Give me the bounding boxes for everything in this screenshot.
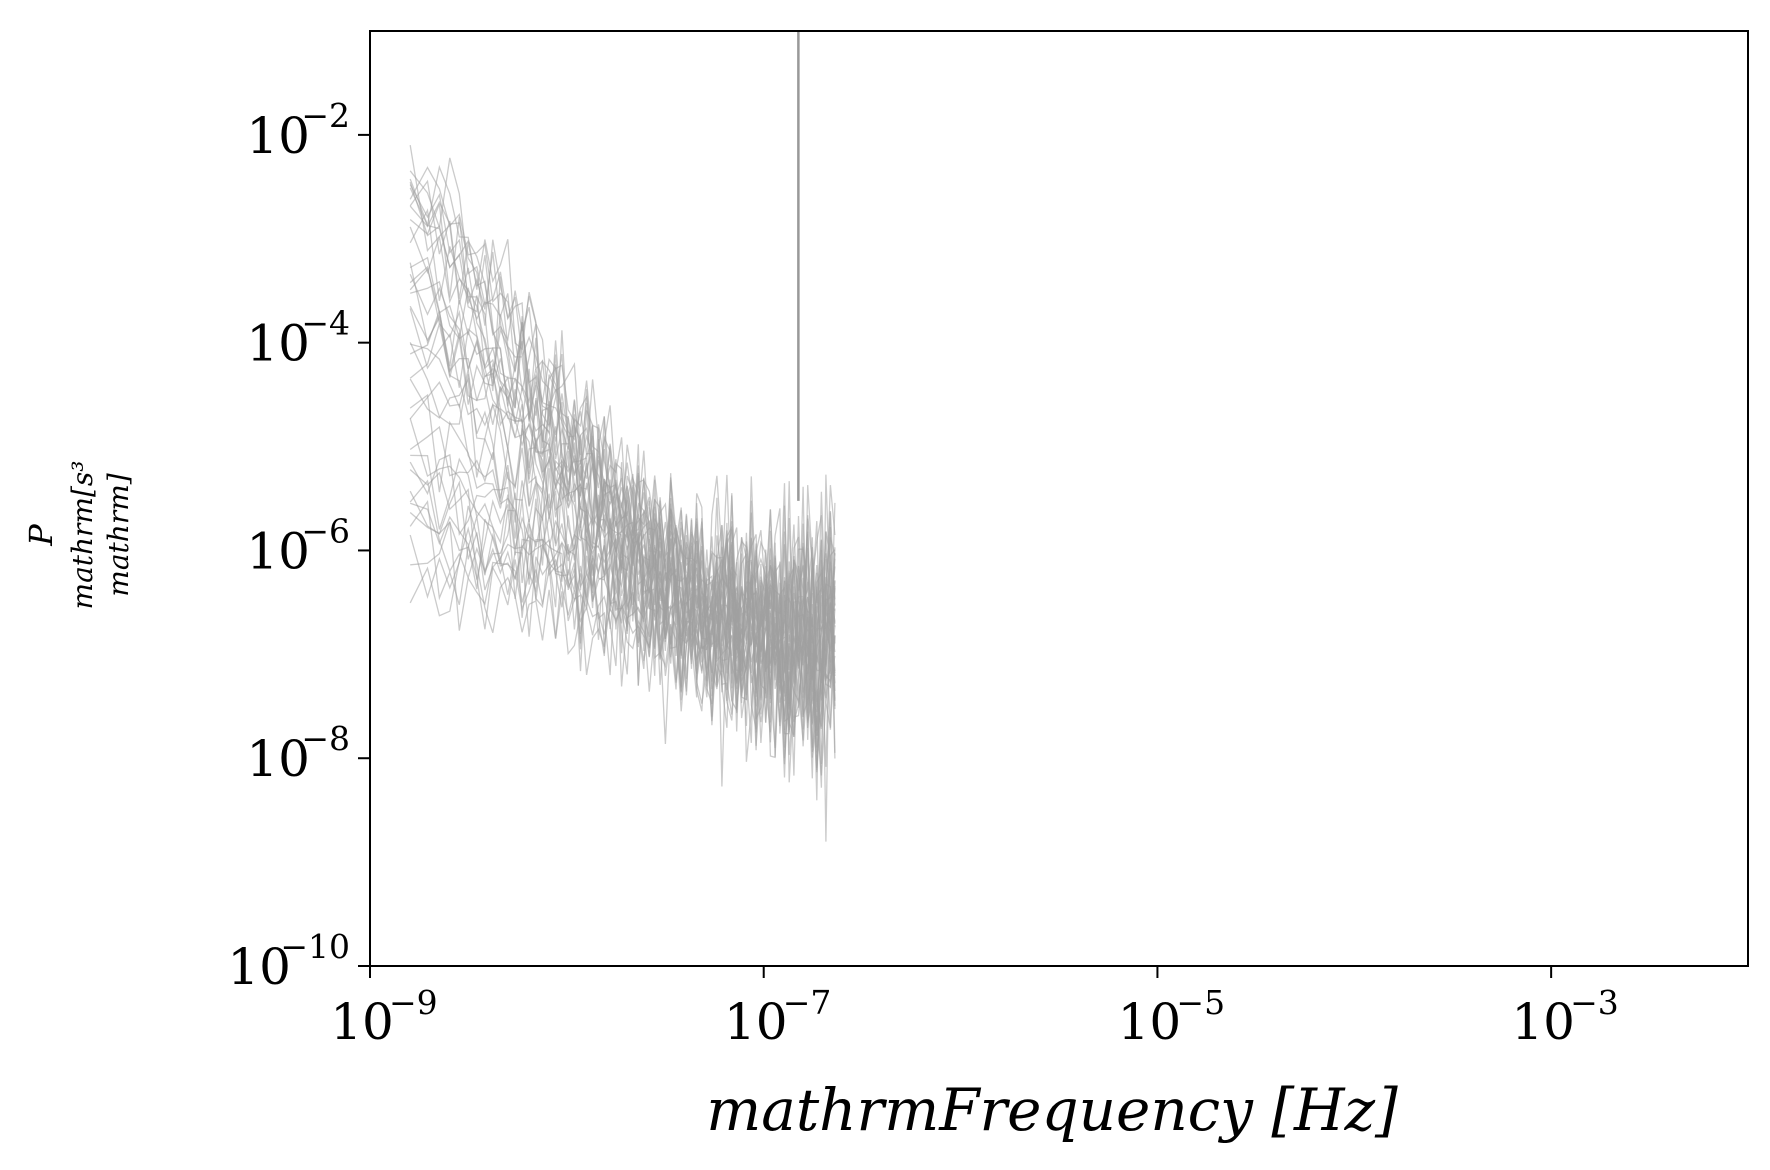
psd-series-line	[409, 418, 836, 842]
y-axis-label-line-1: P	[22, 524, 60, 547]
y-axis-label: P mathrm[s³ mathrm]	[22, 461, 135, 610]
x-tick-label: 10	[724, 993, 788, 1051]
x-axis-ticks: 10−9 10−7 10−5 10−3	[330, 966, 1619, 1051]
x-tick-label: 10	[330, 993, 394, 1051]
x-tick-exponent: −5	[1176, 983, 1225, 1022]
psd-series-line	[409, 485, 836, 717]
y-tick-exponent: −2	[301, 96, 350, 135]
y-tick-exponent: −4	[301, 304, 350, 343]
psd-series-line	[409, 377, 836, 740]
y-axis-label-line-3: mathrm]	[102, 473, 135, 596]
x-tick-exponent: −7	[783, 983, 832, 1022]
y-tick-exponent: −10	[280, 927, 350, 966]
x-tick-exponent: −9	[389, 983, 438, 1022]
plot-frame	[369, 30, 1749, 967]
psd-series-line	[409, 469, 836, 748]
psd-series-line	[410, 521, 836, 721]
x-tick-exponent: −3	[1570, 983, 1619, 1022]
y-tick-label: 10	[246, 107, 310, 165]
y-tick-label: 10	[246, 730, 310, 788]
x-tick-label: 10	[1118, 993, 1182, 1051]
y-tick-exponent: −6	[301, 511, 350, 550]
x-axis-label: mathrmFrequency [Hz]	[706, 1076, 1398, 1144]
psd-series-line	[409, 144, 836, 759]
y-axis-label-line-2: mathrm[s³	[66, 461, 99, 610]
y-tick-exponent: −8	[301, 719, 350, 758]
x-tick-label: 10	[1511, 993, 1575, 1051]
y-tick-label: 10	[227, 938, 291, 996]
y-tick-label: 10	[246, 522, 310, 580]
y-tick-label: 10	[246, 315, 310, 373]
series-layer	[409, 144, 836, 842]
